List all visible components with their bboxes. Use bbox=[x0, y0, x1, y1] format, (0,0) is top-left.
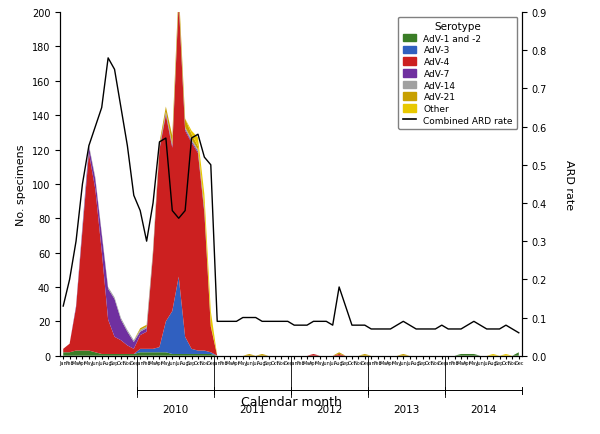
Text: 2012: 2012 bbox=[316, 404, 343, 414]
Text: 2010: 2010 bbox=[163, 404, 188, 414]
Text: 2011: 2011 bbox=[239, 404, 266, 414]
Text: 2013: 2013 bbox=[394, 404, 419, 414]
Y-axis label: ARD rate: ARD rate bbox=[564, 159, 574, 210]
Legend: AdV-1 and -2, AdV-3, AdV-4, AdV-7, AdV-14, AdV-21, Other, Combined ARD rate: AdV-1 and -2, AdV-3, AdV-4, AdV-7, AdV-1… bbox=[398, 17, 517, 130]
X-axis label: Calendar month: Calendar month bbox=[241, 395, 341, 408]
Y-axis label: No. specimens: No. specimens bbox=[16, 144, 26, 225]
Text: 2014: 2014 bbox=[470, 404, 497, 414]
